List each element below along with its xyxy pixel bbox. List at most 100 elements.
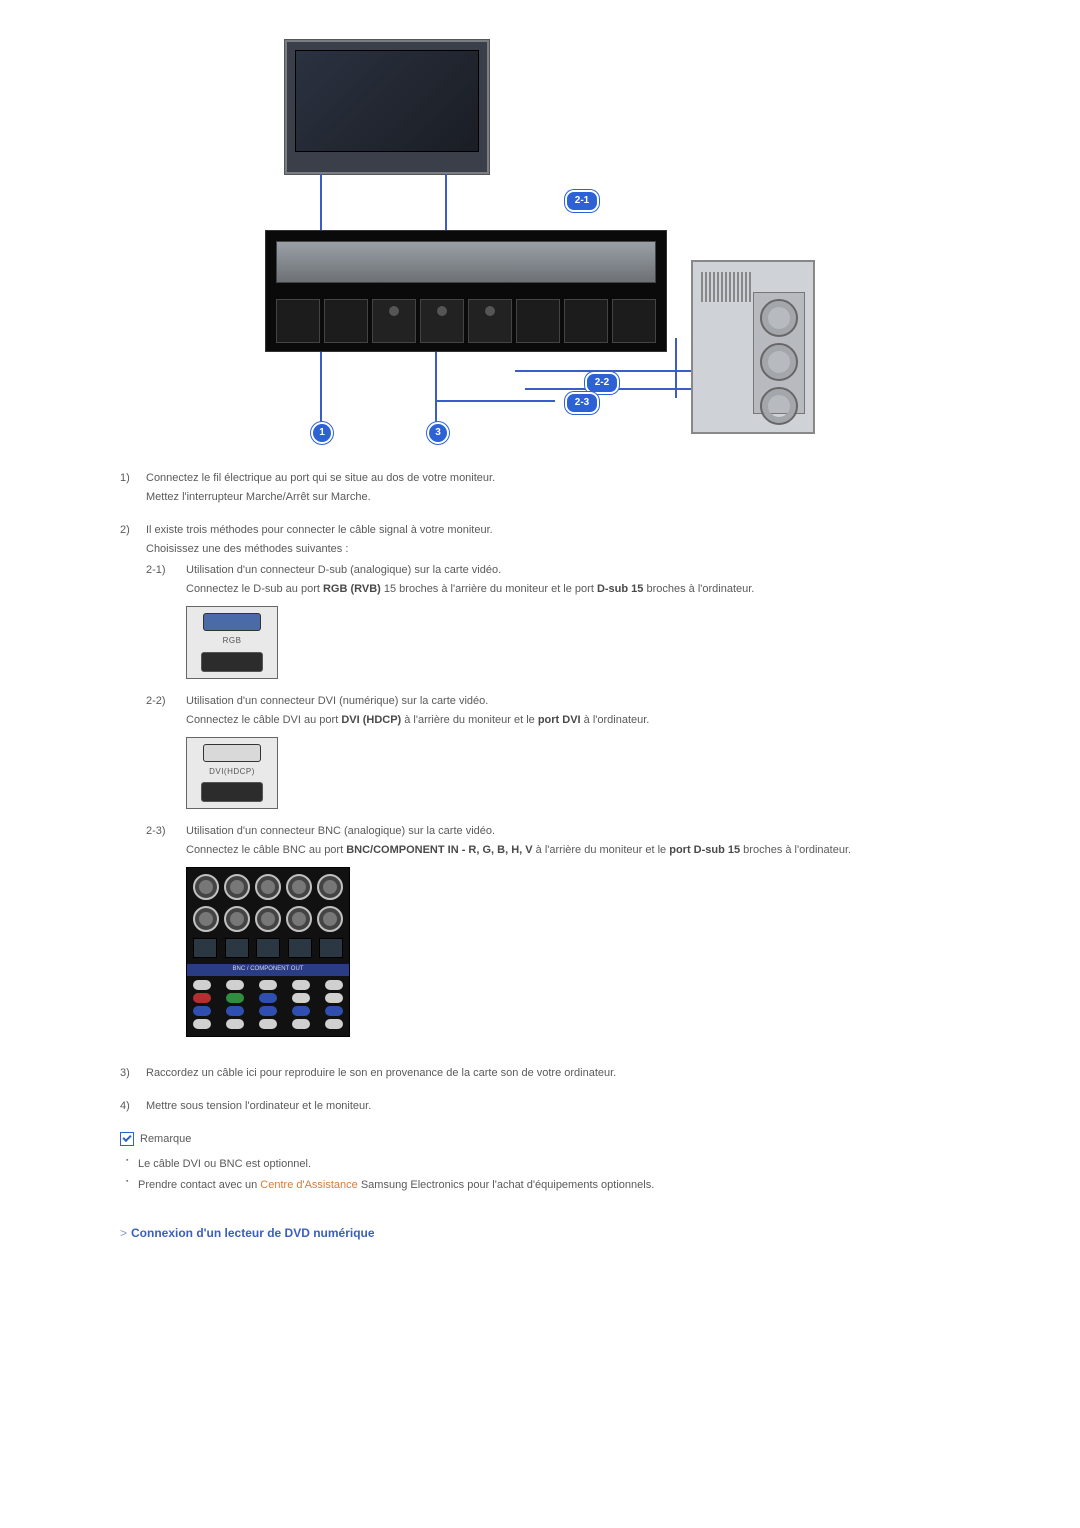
rear-connector-panel xyxy=(265,230,667,352)
text: Choisissez une des méthodes suivantes : xyxy=(146,541,960,558)
bnc-connector-figure: BNC / COMPONENT OUT xyxy=(186,867,350,1036)
sub-number: 2-3) xyxy=(146,823,186,1042)
text: broches à l'ordinateur. xyxy=(643,583,754,595)
badge-2-3: 2-3 xyxy=(565,392,599,414)
item-body: Connectez le fil électrique au port qui … xyxy=(146,470,960,508)
text: Mettre sous tension l'ordinateur et le m… xyxy=(146,1098,960,1115)
list-item: 1) Connectez le fil électrique au port q… xyxy=(120,470,960,508)
sub-body: Utilisation d'un connecteur BNC (analogi… xyxy=(186,823,960,1042)
badge-2-1: 2-1 xyxy=(565,190,599,212)
bold: port D-sub 15 xyxy=(669,844,740,856)
led-icon xyxy=(226,980,244,990)
led-icon xyxy=(292,993,310,1003)
sub-item: 2-3) Utilisation d'un connecteur BNC (an… xyxy=(146,823,960,1042)
led-icon xyxy=(325,980,343,990)
port xyxy=(420,299,464,343)
remark-label: Remarque xyxy=(140,1131,191,1148)
sub-item: 2-1) Utilisation d'un connecteur D-sub (… xyxy=(146,562,960,684)
bnc-strip-label: BNC / COMPONENT OUT xyxy=(187,964,349,975)
bnc-row xyxy=(193,874,343,900)
led-icon xyxy=(193,1006,211,1016)
bnc-jack-icon xyxy=(286,874,312,900)
sub-number: 2-1) xyxy=(146,562,186,684)
text: Il existe trois méthodes pour connecter … xyxy=(146,522,960,539)
tower-io-panel xyxy=(753,292,805,414)
text: Utilisation d'un connecteur DVI (numériq… xyxy=(186,693,960,710)
dvi-slot-icon xyxy=(201,782,263,802)
wire xyxy=(445,174,447,234)
port xyxy=(516,299,560,343)
led-icon xyxy=(259,1006,277,1016)
dsub-connector-figure: RGB xyxy=(186,606,278,678)
list-item: 4) Mettre sous tension l'ordinateur et l… xyxy=(120,1098,960,1117)
led-icon xyxy=(292,1019,310,1029)
section-heading: >Connexion d'un lecteur de DVD numérique xyxy=(120,1224,960,1243)
bnc-jack-icon xyxy=(224,874,250,900)
bnc-row xyxy=(193,906,343,932)
text: Le câble DVI ou BNC est optionnel. xyxy=(138,1158,311,1170)
text: 15 broches à l'arrière du moniteur et le… xyxy=(381,583,597,595)
list-item: 3) Raccordez un câble ici pour reproduir… xyxy=(120,1065,960,1084)
bnc-led-row xyxy=(193,980,343,990)
figure-label: DVI(HDCP) xyxy=(187,766,277,778)
text: Connectez le D-sub au port xyxy=(186,583,323,595)
led-icon xyxy=(259,1019,277,1029)
text: à l'ordinateur. xyxy=(581,714,650,726)
list-item: 2) Il existe trois méthodes pour connect… xyxy=(120,522,960,1050)
checkmark-icon xyxy=(120,1132,134,1146)
assistance-center-link[interactable]: Centre d'Assistance xyxy=(260,1179,357,1191)
bold: port DVI xyxy=(538,714,581,726)
led-icon xyxy=(325,1019,343,1029)
led-icon xyxy=(226,1019,244,1029)
bnc-jack-icon xyxy=(317,874,343,900)
led-icon xyxy=(193,1019,211,1029)
text: à l'arrière du moniteur et le xyxy=(533,844,670,856)
tower-grill xyxy=(701,272,751,302)
text: Samsung Electronics pour l'achat d'équip… xyxy=(358,1179,654,1191)
wire xyxy=(435,352,437,430)
dsub-slot-icon xyxy=(201,652,263,672)
remark-row: Remarque xyxy=(120,1131,960,1148)
sub-item: 2-2) Utilisation d'un connecteur DVI (nu… xyxy=(146,693,960,815)
wire xyxy=(320,174,322,234)
page: 2-1 2-2 2-3 1 3 1) Connectez le fil élec… xyxy=(60,0,1020,1322)
bnc-jack-icon xyxy=(193,906,219,932)
bnc-jack-icon xyxy=(317,906,343,932)
led-icon xyxy=(259,993,277,1003)
text: Connectez le D-sub au port RGB (RVB) 15 … xyxy=(186,581,960,598)
block-icon xyxy=(225,938,249,958)
sub-body: Utilisation d'un connecteur DVI (numériq… xyxy=(186,693,960,815)
tower-port xyxy=(760,387,798,425)
wire xyxy=(515,370,715,372)
led-icon xyxy=(292,980,310,990)
led-icon xyxy=(259,980,277,990)
panel-strip xyxy=(276,241,656,283)
tower-port xyxy=(760,299,798,337)
wire xyxy=(675,338,677,398)
badge-3: 3 xyxy=(427,422,449,444)
text: Prendre contact avec un xyxy=(138,1179,260,1191)
led-icon xyxy=(325,993,343,1003)
bold: BNC/COMPONENT IN - R, G, B, H, V xyxy=(346,844,532,856)
text: Utilisation d'un connecteur BNC (analogi… xyxy=(186,823,960,840)
bnc-led-row xyxy=(193,1019,343,1029)
sub-number: 2-2) xyxy=(146,693,186,815)
port xyxy=(372,299,416,343)
dsub-plug-icon xyxy=(203,613,261,631)
wire xyxy=(320,352,322,430)
tower-port xyxy=(760,343,798,381)
sub-body: Utilisation d'un connecteur D-sub (analo… xyxy=(186,562,960,684)
bnc-jack-icon xyxy=(224,906,250,932)
text: Connectez le câble DVI au port xyxy=(186,714,341,726)
text: Raccordez un câble ici pour reproduire l… xyxy=(146,1065,960,1082)
dvi-connector-figure: DVI(HDCP) xyxy=(186,737,278,809)
bullet-item: Le câble DVI ou BNC est optionnel. xyxy=(138,1156,960,1173)
text: broches à l'ordinateur. xyxy=(740,844,851,856)
bnc-led-row xyxy=(193,1006,343,1016)
bold: RGB (RVB) xyxy=(323,583,381,595)
item-body: Raccordez un câble ici pour reproduire l… xyxy=(146,1065,960,1084)
led-icon xyxy=(325,1006,343,1016)
bullet-item: Prendre contact avec un Centre d'Assista… xyxy=(138,1177,960,1194)
wire xyxy=(525,388,715,390)
bnc-led-row xyxy=(193,993,343,1003)
